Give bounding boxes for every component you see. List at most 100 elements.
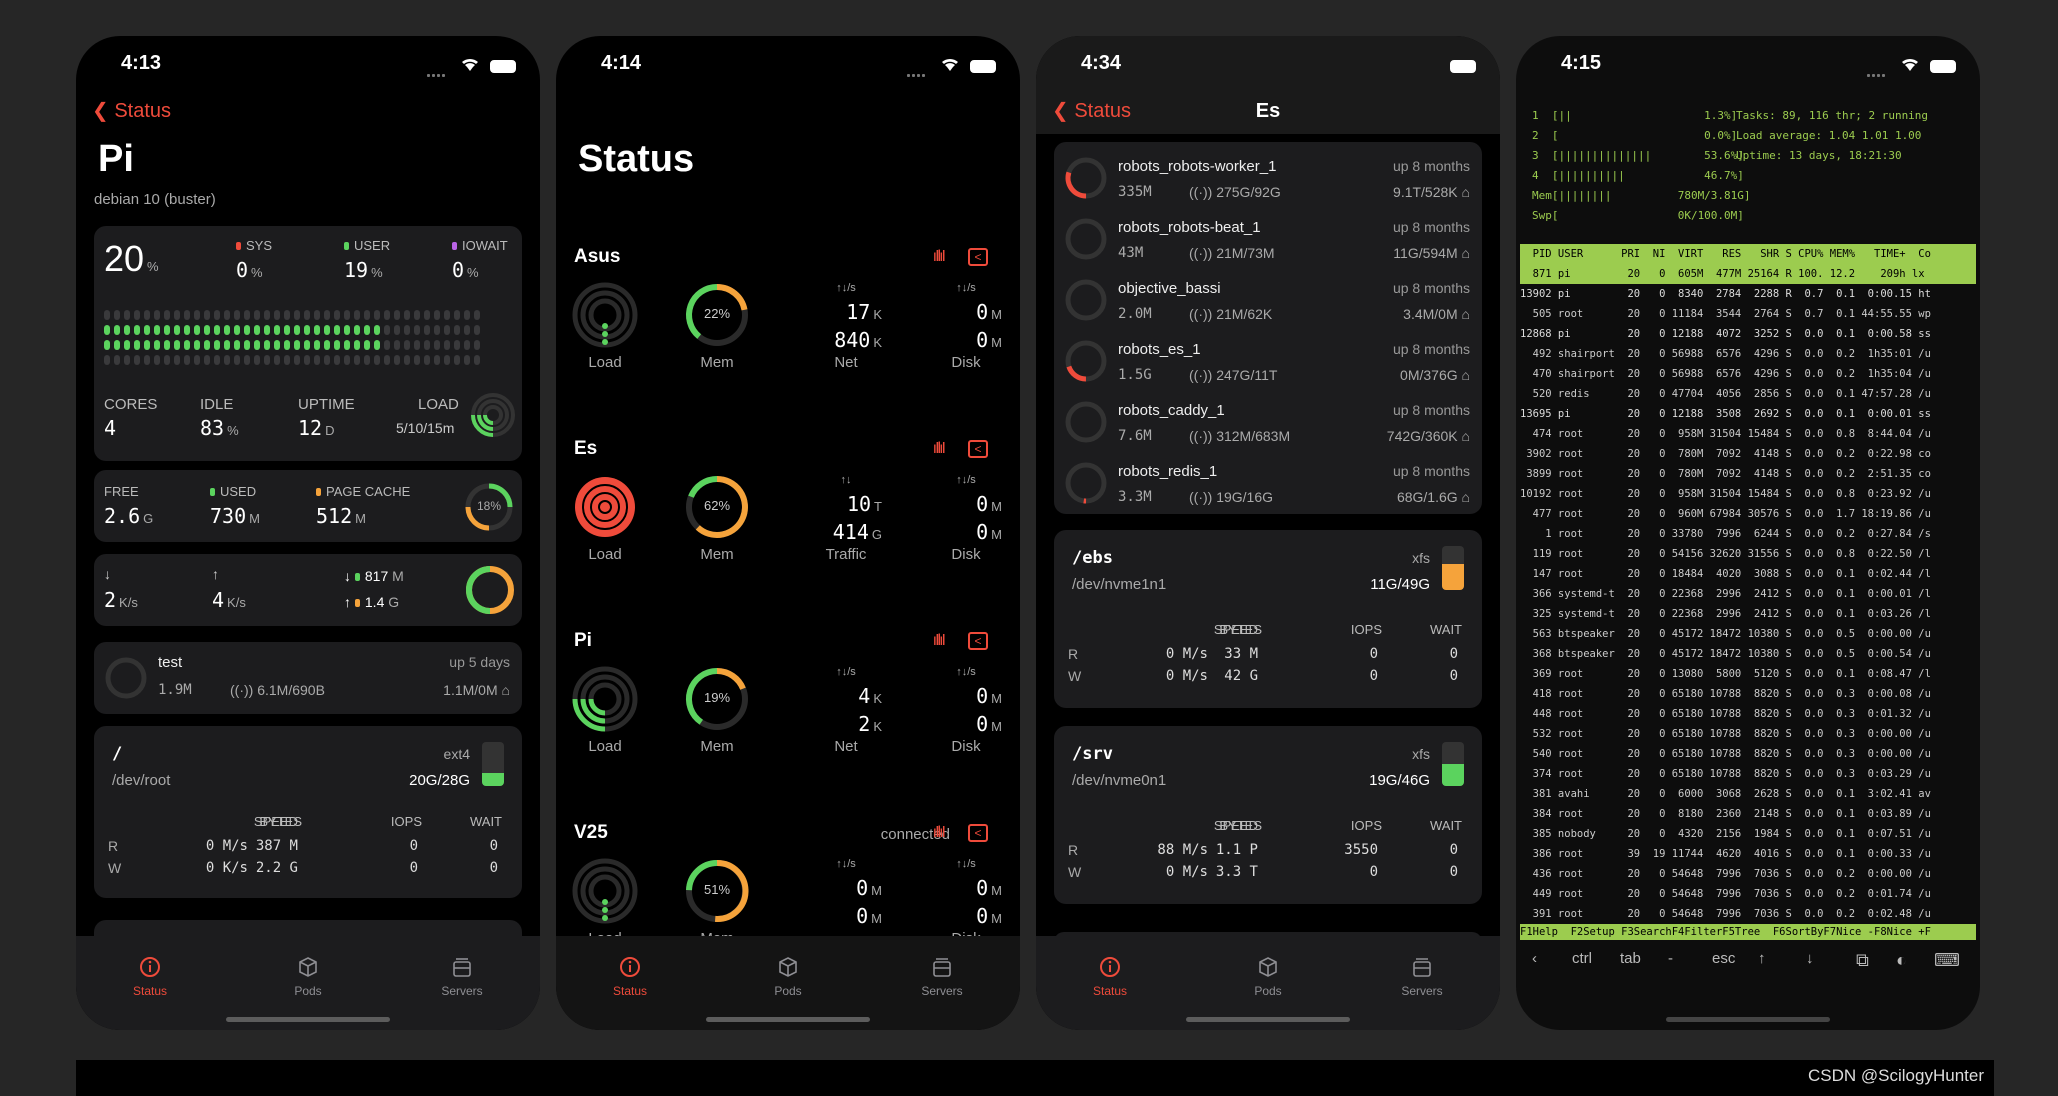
wifi-icon <box>942 58 958 71</box>
htop-process-row[interactable]: 384 root 20 0 8180 2360 2148 S 0.0 0.1 0… <box>1520 808 1931 820</box>
tab-status[interactable]: Status <box>580 956 680 998</box>
htop-process-row[interactable]: 13695 pi 20 0 12188 3508 2692 S 0.0 0.1 … <box>1520 408 1931 420</box>
phone-htop-terminal: 4:15 1 [|| 1.3%] 2 [ 0.0%] 3 [||||||||||||… <box>1516 36 1980 1030</box>
htop-process-row[interactable]: 12868 pi 20 0 12188 4072 3252 S 0.0 0.1 … <box>1520 328 1931 340</box>
terminal-key-5[interactable]: ↑ <box>1758 950 1766 967</box>
htop-info-line: Load average: 1.04 1.01 1.00 <box>1736 129 1922 142</box>
htop-process-row[interactable]: 470 shairport 20 0 56988 6576 4296 S 0.0… <box>1520 368 1931 380</box>
htop-selected-row[interactable]: 871 pi 20 0 605M 477M 25164 R 100. 12.2 … <box>1520 264 1976 284</box>
htop-process-row[interactable]: 436 root 20 0 54648 7996 7036 S 0.0 0.2 … <box>1520 868 1931 880</box>
htop-process-row[interactable]: 3899 root 20 0 780M 7092 4148 S 0.0 0.2 … <box>1520 468 1931 480</box>
htop-process-row[interactable]: 368 btspeaker 20 0 45172 18472 10380 S 0… <box>1520 648 1931 660</box>
htop-process-row[interactable]: 418 root 20 0 65180 10788 8820 S 0.0 0.3… <box>1520 688 1931 700</box>
htop-process-row[interactable]: 492 shairport 20 0 56988 6576 4296 S 0.0… <box>1520 348 1931 360</box>
container-row[interactable]: robots_es_1 up 8 months 1.5G ((·)) 247G/… <box>1054 329 1482 389</box>
disk-card[interactable]: / ext4 /dev/root 20G/28G SPEED BYTES IOPS W… <box>94 726 522 898</box>
function-key-bar[interactable]: F1Help F2Setup F3SearchF4FilterF5Tree F6… <box>1520 924 1976 940</box>
network-icon: ((·)) <box>1189 489 1213 505</box>
htop-process-row[interactable]: 386 root 39 19 11744 4620 4016 S 0.0 0.1… <box>1520 848 1931 860</box>
server-section-asus[interactable]: Asus ıIlıI < Load 22% Mem ↑↓/s 17 K 840 K … <box>572 246 1002 371</box>
disk-card[interactable]: /ebs xfs /dev/nvme1n1 11G/49G SPEED BYTES… <box>1054 530 1482 708</box>
terminal-key-0[interactable]: ‹ <box>1532 950 1537 967</box>
container-row[interactable]: robots_robots-beat_1 up 8 months 43M ((·… <box>1054 207 1482 267</box>
status-bar: 4:13 <box>76 50 540 82</box>
terminal-key-1[interactable]: ctrl <box>1572 950 1592 967</box>
tab-status[interactable]: Status <box>100 956 200 998</box>
network-card[interactable]: ↓ 2 K/s ↑ 4 K/s ↓ 817 M ↑ 1.4 G <box>94 554 522 626</box>
container-card[interactable]: test up 5 days 1.9M ((·)) 6.1M/690B 1.1M… <box>94 642 522 714</box>
tab-status[interactable]: Status <box>1060 956 1160 998</box>
htop-process-row[interactable]: 520 redis 20 0 47704 4056 2856 S 0.0 0.1… <box>1520 388 1931 400</box>
back-button[interactable]: ❮ Status <box>1052 100 1132 122</box>
copy-icon[interactable]: ⧉ <box>1856 950 1869 970</box>
htop-process-row[interactable]: 119 root 20 0 54156 32620 31556 S 0.0 0.… <box>1520 548 1931 560</box>
htop-process-row[interactable]: 369 root 20 0 13080 5800 5120 S 0.0 0.1 … <box>1520 668 1931 680</box>
htop-process-row[interactable]: 3902 root 20 0 780M 7092 4148 S 0.0 0.2 … <box>1520 448 1931 460</box>
terminal-icon[interactable]: < <box>968 632 988 650</box>
terminal-key-4[interactable]: esc <box>1712 950 1736 967</box>
signal-icon <box>905 64 925 82</box>
container-row[interactable]: robots_robots-worker_1 up 8 months 335M … <box>1054 146 1482 206</box>
tab-servers[interactable]: Servers <box>892 956 992 998</box>
htop-process-row[interactable]: 10192 root 20 0 958M 31504 15484 S 0.0 0… <box>1520 488 1931 500</box>
tab-bar: Status Pods Servers <box>76 936 540 1030</box>
htop-process-row[interactable]: 366 systemd-t 20 0 22368 2996 2412 S 0.0… <box>1520 588 1931 600</box>
htop-process-row[interactable]: 532 root 20 0 65180 10788 8820 S 0.0 0.3… <box>1520 728 1931 740</box>
htop-process-row[interactable]: 13902 pi 20 0 8340 2784 2288 R 0.7 0.1 0… <box>1520 288 1931 300</box>
htop-process-row[interactable]: 448 root 20 0 65180 10788 8820 S 0.0 0.3… <box>1520 708 1931 720</box>
tab-pods[interactable]: Pods <box>258 956 358 998</box>
memory-card[interactable]: FREE 2.6 G USED 730 M PAGE CACHE 512 M 18% <box>94 470 522 542</box>
activity-wave-icon[interactable]: ıIlıI <box>932 248 946 265</box>
tab-servers[interactable]: Servers <box>412 956 512 998</box>
tab-pods[interactable]: Pods <box>1218 956 1318 998</box>
back-button[interactable]: ❮ Status <box>92 100 172 122</box>
disk-icon: ⌂ <box>1461 367 1470 383</box>
htop-process-row[interactable]: 563 btspeaker 20 0 45172 18472 10380 S 0… <box>1520 628 1931 640</box>
htop-process-table[interactable]: PID USER PRI NI VIRT RES SHR S CPU% MEM%… <box>1520 244 1976 924</box>
cpu-meter-line: 4 [|||||||||| 46.7%] <box>1532 169 1744 182</box>
credit-watermark: CSDN @ScilogyHunter <box>1808 1066 1984 1085</box>
disk-icon: ⌂ <box>1461 489 1470 505</box>
htop-process-row[interactable]: 147 root 20 0 18484 4020 3088 S 0.0 0.1 … <box>1520 568 1931 580</box>
container-row[interactable]: robots_caddy_1 up 8 months 7.6M ((·)) 31… <box>1054 390 1482 450</box>
status-bar: 4:15 <box>1516 50 1980 82</box>
htop-process-row[interactable]: 391 root 20 0 54648 7996 7036 S 0.0 0.2 … <box>1520 908 1931 920</box>
htop-process-row[interactable]: 477 root 20 0 960M 67984 30576 S 0.0 1.7… <box>1520 508 1931 520</box>
disk-usage-gauge <box>1442 546 1464 590</box>
theme-icon[interactable]: ◐ <box>1896 950 1907 970</box>
memory-ring <box>465 483 513 531</box>
tab-servers[interactable]: Servers <box>1372 956 1472 998</box>
activity-wave-icon[interactable]: ıIlıI <box>932 632 946 649</box>
cpu-card[interactable]: 20% SYS 0% USER 19% IOWAIT 0% CORES 4 ID… <box>94 226 522 461</box>
container-row[interactable]: objective_bassi up 8 months 2.0M ((·)) 2… <box>1054 268 1482 328</box>
terminal-icon[interactable]: < <box>968 440 988 458</box>
htop-process-row[interactable]: 474 root 20 0 958M 31504 15484 S 0.0 0.8… <box>1520 428 1931 440</box>
load-rings <box>575 477 635 537</box>
keyboard-icon[interactable]: ⌨ <box>1934 950 1960 970</box>
htop-process-row[interactable]: 325 systemd-t 20 0 22368 2996 2412 S 0.0… <box>1520 608 1931 620</box>
terminal-key-2[interactable]: tab <box>1620 950 1641 967</box>
htop-header-row[interactable]: PID USER PRI NI VIRT RES SHR S CPU% MEM%… <box>1520 244 1976 264</box>
server-section-es[interactable]: Es ıIlıI < Load 62% Mem ↑↓ 10 T 414 G Traf… <box>574 438 1002 563</box>
terminal-icon[interactable]: < <box>968 824 988 842</box>
htop-process-row[interactable]: 449 root 20 0 54648 7996 7036 S 0.0 0.2 … <box>1520 888 1931 900</box>
tab-pods[interactable]: Pods <box>738 956 838 998</box>
activity-wave-icon[interactable]: ıIlıI <box>932 824 946 841</box>
disk-card[interactable]: /srv xfs /dev/nvme0n1 19G/46G SPEED BYTES… <box>1054 726 1482 904</box>
terminal-key-6[interactable]: ↓ <box>1806 950 1814 967</box>
htop-process-row[interactable]: 385 nobody 20 0 4320 2156 1984 S 0.0 0.1… <box>1520 828 1931 840</box>
disk-icon: ⌂ <box>1461 245 1470 261</box>
htop-process-row[interactable]: 1 root 20 0 33780 7996 6244 S 0.0 0.2 0:… <box>1520 528 1931 540</box>
terminal-key-3[interactable]: - <box>1668 950 1673 967</box>
htop-process-row[interactable]: 540 root 20 0 65180 10788 8820 S 0.0 0.3… <box>1520 748 1931 760</box>
cube-icon <box>1259 957 1277 977</box>
htop-process-row[interactable]: 374 root 20 0 65180 10788 8820 S 0.0 0.3… <box>1520 768 1931 780</box>
load-rings <box>572 282 638 348</box>
home-indicator <box>1666 1017 1830 1022</box>
terminal-icon[interactable]: < <box>968 248 988 266</box>
activity-wave-icon[interactable]: ıIlıI <box>932 440 946 457</box>
htop-process-row[interactable]: 505 root 20 0 11184 3544 2764 S 0.7 0.1 … <box>1520 308 1931 320</box>
container-row[interactable]: robots_redis_1 up 8 months 3.3M ((·)) 19… <box>1054 451 1482 511</box>
htop-process-row[interactable]: 381 avahi 20 0 6000 3068 2628 S 0.0 0.1 … <box>1520 788 1931 800</box>
